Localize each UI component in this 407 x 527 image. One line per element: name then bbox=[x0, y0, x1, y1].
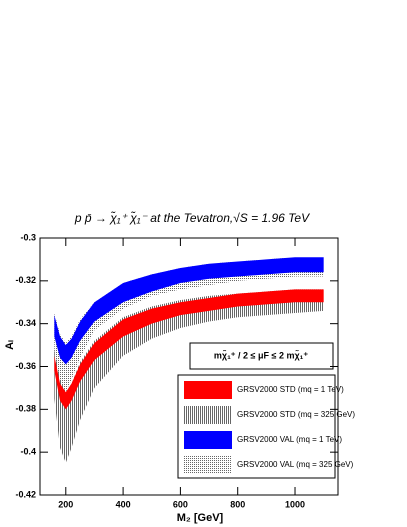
x-tick-label: 200 bbox=[58, 499, 73, 509]
y-tick-label: -0.36 bbox=[15, 361, 36, 371]
x-axis-label: M₂ [GeV] bbox=[177, 512, 224, 524]
x-tick-label: 600 bbox=[173, 499, 188, 509]
band bbox=[54, 289, 324, 410]
legend-swatch bbox=[184, 431, 232, 449]
legend-label: GRSV2000 VAL (mq = 325 GeV) bbox=[237, 460, 354, 469]
legend: GRSV2000 STD (mq = 1 TeV) GRSV2000 STD (m… bbox=[184, 381, 355, 474]
legend-label: GRSV2000 VAL (mq = 1 TeV) bbox=[237, 435, 342, 444]
annotation: mχ̃₁⁺ / 2 ≤ μF ≤ 2 mχ̃₁⁺ bbox=[214, 349, 308, 360]
x-tick-label: 800 bbox=[230, 499, 245, 509]
bands bbox=[54, 257, 324, 463]
legend-label: GRSV2000 STD (mq = 1 TeV) bbox=[237, 385, 344, 394]
legend-swatch bbox=[184, 456, 232, 474]
x-tick-label: 400 bbox=[116, 499, 131, 509]
y-axis-label: Aₗ bbox=[4, 340, 16, 350]
x-tick-label: 1000 bbox=[285, 499, 305, 509]
y-tick-label: -0.34 bbox=[15, 318, 36, 328]
legend-swatch bbox=[184, 406, 232, 424]
annotation-box bbox=[189, 342, 334, 370]
y-tick-label: -0.4 bbox=[20, 447, 36, 457]
legend-swatch bbox=[184, 381, 232, 399]
chart-title: p p̄ → χ̃₁⁺ χ̃₁⁻ at the Tevatron,√S = 1.… bbox=[74, 210, 310, 225]
y-tick-label: -0.32 bbox=[15, 275, 36, 285]
y-tick-label: -0.3 bbox=[20, 232, 36, 242]
y-tick-label: -0.42 bbox=[15, 489, 36, 499]
y-tick-label: -0.38 bbox=[15, 404, 36, 414]
band bbox=[54, 257, 324, 365]
legend-label: GRSV2000 STD (mq = 325 GeV) bbox=[237, 410, 355, 419]
